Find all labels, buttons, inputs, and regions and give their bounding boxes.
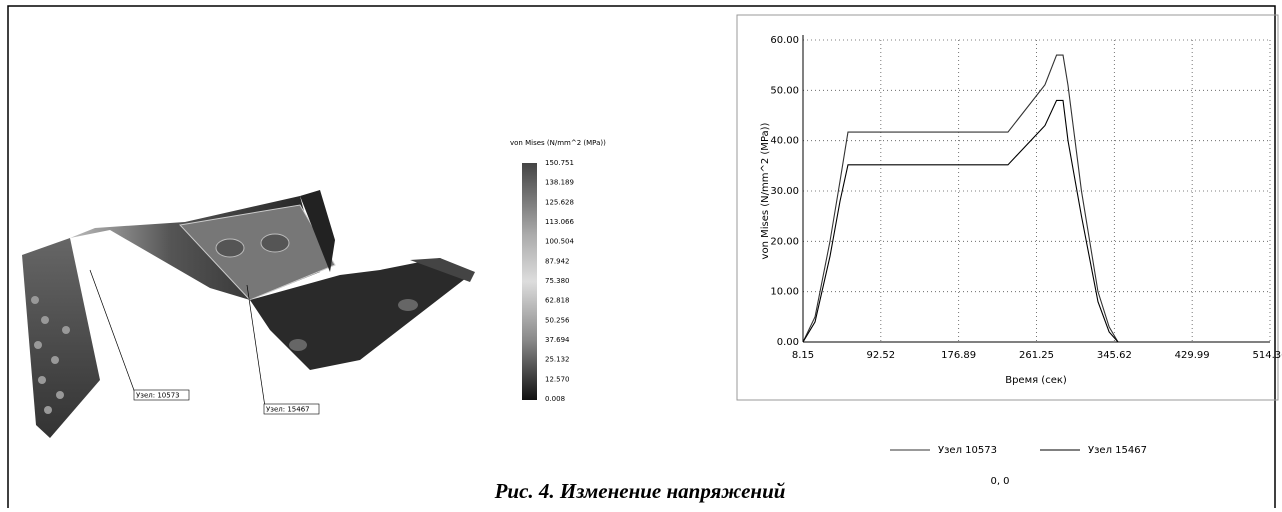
colorbar-label: 100.504 bbox=[545, 238, 574, 246]
colorbar-label: 75.380 bbox=[545, 277, 570, 285]
figure: Узел: 10573 Узел: 15467 von Mises (N/mm^… bbox=[0, 0, 1282, 508]
legend-label: Узел 10573 bbox=[938, 445, 997, 456]
y-tick-label: 30.00 bbox=[770, 186, 799, 197]
y-tick-label: 50.00 bbox=[770, 85, 799, 96]
y-tick-label: 60.00 bbox=[770, 35, 799, 46]
y-tick-label: 40.00 bbox=[770, 136, 799, 147]
colorbar-label: 12.570 bbox=[545, 375, 570, 383]
x-tick-label: 176.89 bbox=[941, 350, 976, 361]
colorbar-label: 50.256 bbox=[545, 316, 570, 324]
series-line bbox=[803, 55, 1270, 342]
colorbar-label: 0.008 bbox=[545, 395, 565, 403]
colorbar bbox=[522, 163, 537, 400]
y-tick-label: 10.00 bbox=[770, 287, 799, 298]
colorbar-label: 62.818 bbox=[545, 297, 570, 305]
colorbar-label: 125.628 bbox=[545, 198, 574, 206]
x-tick-label: 261.25 bbox=[1019, 350, 1054, 361]
y-tick-label: 20.00 bbox=[770, 236, 799, 247]
y-tick-label: 0.00 bbox=[777, 337, 799, 348]
legend-title: von Mises (N/mm^2 (MPa)) bbox=[510, 139, 606, 147]
x-tick-label: 345.62 bbox=[1097, 350, 1132, 361]
colorbar-label: 37.694 bbox=[545, 336, 570, 344]
x-tick-label: 92.52 bbox=[867, 350, 896, 361]
x-tick-label: 514.36 bbox=[1253, 350, 1282, 361]
model-render bbox=[22, 190, 475, 438]
colorbar-label: 25.132 bbox=[545, 356, 570, 364]
y-axis-label: von Mises (N/mm^2 (MPa)) bbox=[760, 122, 771, 259]
x-axis-label: Время (сек) bbox=[1005, 375, 1067, 386]
x-tick-label: 8.15 bbox=[792, 350, 814, 361]
colorbar-label: 150.751 bbox=[545, 159, 574, 167]
caption: Рис. 4. Изменение напряжений bbox=[494, 479, 786, 503]
node-label: Узел: 15467 bbox=[266, 406, 310, 414]
legend-label: Узел 15467 bbox=[1088, 445, 1147, 456]
annotation: 0, 0 bbox=[990, 476, 1009, 487]
x-tick-label: 429.99 bbox=[1175, 350, 1210, 361]
colorbar-label: 138.189 bbox=[545, 179, 574, 187]
node-label: Узел: 10573 bbox=[136, 392, 180, 400]
colorbar-label: 113.066 bbox=[545, 218, 574, 226]
colorbar-label: 87.942 bbox=[545, 257, 570, 265]
